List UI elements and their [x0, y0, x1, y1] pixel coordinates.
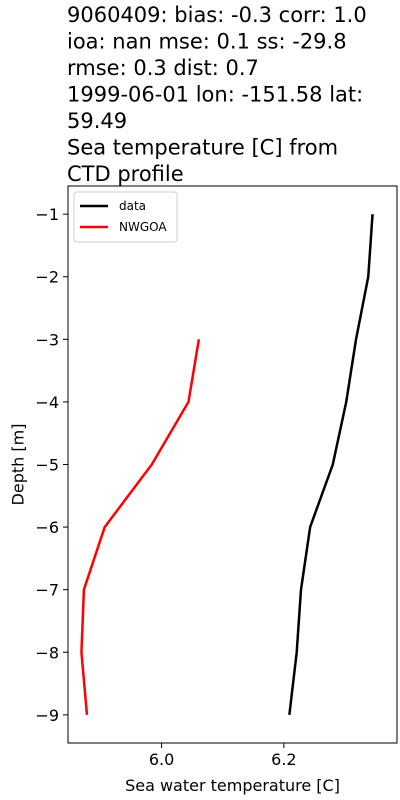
- y-axis: −1 −2 −3 −4 −5 −6 −7 −8 −9: [35, 205, 68, 725]
- series-lines: [80, 214, 374, 715]
- legend-label-data: data: [119, 199, 146, 213]
- y-tick-label: −3: [35, 330, 59, 349]
- x-axis-label: Sea water temperature [C]: [125, 776, 340, 795]
- plot-frame: [67, 185, 398, 744]
- title-line: Sea temperature [C] from: [67, 136, 338, 160]
- title-line: ioa: nan mse: 0.1 ss: -29.8: [67, 30, 347, 54]
- legend: data NWGOA: [73, 191, 178, 243]
- x-tick-label: 6.0: [149, 750, 174, 769]
- title-line: rmse: 0.3 dist: 0.7: [67, 56, 259, 80]
- y-tick-label: −2: [35, 268, 59, 287]
- legend-box: [73, 191, 178, 243]
- x-tick-label: 6.2: [271, 750, 296, 769]
- title-line: 59.49: [67, 109, 127, 133]
- legend-label-nwgoa: NWGOA: [119, 220, 167, 234]
- chart-title: 9060409: bias: -0.3 corr: 1.0 ioa: nan ms…: [67, 3, 367, 186]
- series-line-data: [288, 214, 374, 715]
- y-tick-label: −8: [35, 643, 59, 662]
- title-line: 1999-06-01 lon: -151.58 lat:: [67, 83, 363, 107]
- y-tick-label: −9: [35, 706, 59, 725]
- y-tick-label: −5: [35, 456, 59, 475]
- plot-area: 6.0 6.2 −1 −2 −3 −4 −5 −6 −7 −8 −9: [35, 185, 398, 769]
- y-axis-label: Depth [m]: [9, 424, 28, 506]
- y-tick-label: −7: [35, 581, 59, 600]
- title-line: 9060409: bias: -0.3 corr: 1.0: [67, 3, 367, 27]
- y-tick-label: −6: [35, 518, 59, 537]
- title-line: CTD profile: [67, 162, 184, 186]
- y-tick-label: −1: [35, 205, 59, 224]
- y-tick-label: −4: [35, 393, 59, 412]
- series-line-nwgoa: [80, 339, 201, 715]
- x-axis: 6.0 6.2: [149, 743, 297, 769]
